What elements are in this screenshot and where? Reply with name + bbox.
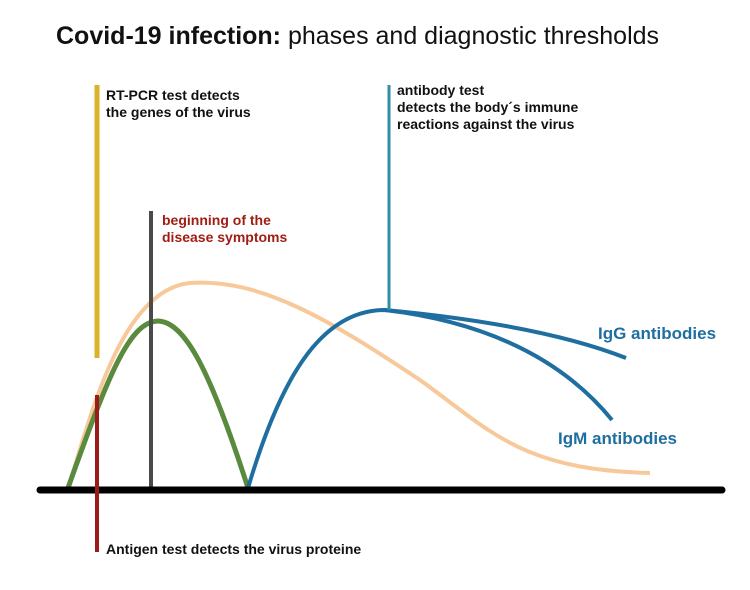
antibody-label-line: detects the body´s immune: [397, 99, 579, 115]
symptoms-label-line: disease symptoms: [162, 229, 288, 245]
rtpcr-label-line: RT-PCR test detects: [106, 87, 240, 103]
symptoms-label-line: beginning of the: [162, 212, 271, 228]
antibody-label-line: antibody test: [397, 82, 485, 98]
rtpcr-label: RT-PCR test detects the genes of the vir…: [106, 87, 251, 121]
antibody-label-line: reactions against the virus: [397, 116, 575, 132]
rtpcr-label-line: the genes of the virus: [106, 104, 251, 120]
title-bold: Covid-19 infection:: [56, 22, 282, 50]
title-rest: phases and diagnostic thresholds: [281, 22, 660, 50]
antibody-label: antibody test detects the body´s immune …: [397, 82, 578, 133]
diagram-title: Covid-19 infection: phases and diagnosti…: [56, 22, 659, 51]
igg-label: IgG antibodies: [598, 324, 717, 343]
igm-curve: [384, 308, 614, 422]
antigen-curve: [65, 318, 251, 489]
virus-load-curve: [66, 280, 651, 489]
igm-label: IgM antibodies: [558, 429, 677, 448]
igg-curve: [246, 307, 627, 489]
antigen-label: Antigen test detects the virus proteine: [106, 541, 362, 557]
symptoms-label: beginning of the disease symptoms: [162, 212, 287, 246]
